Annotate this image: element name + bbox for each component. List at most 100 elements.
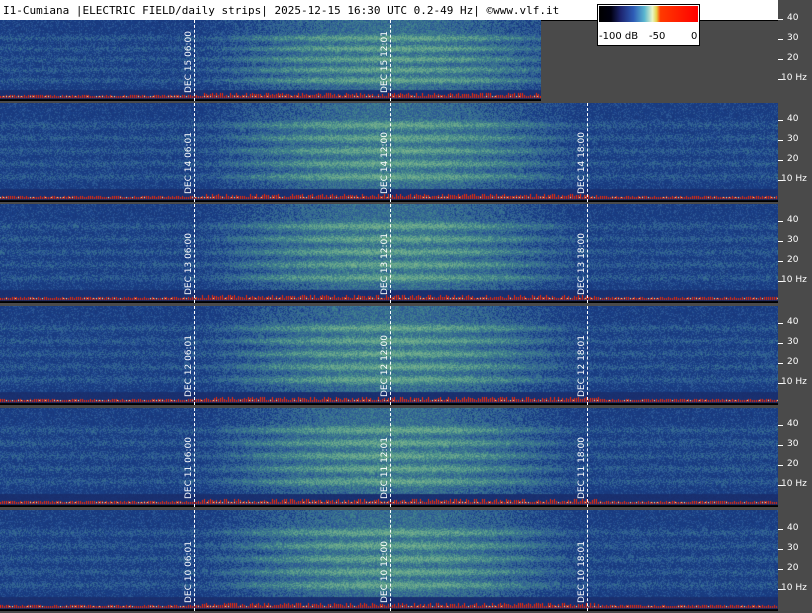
frequency-tick	[778, 383, 783, 384]
frequency-tick	[778, 221, 783, 222]
time-marker-line	[587, 306, 588, 405]
frequency-label: 10 Hz	[781, 174, 807, 184]
time-marker-line	[587, 408, 588, 507]
frequency-label: 30	[787, 337, 799, 347]
frequency-axis	[778, 0, 812, 101]
time-marker-label: DEC 12 18:01	[577, 334, 587, 397]
frequency-tick	[778, 79, 783, 80]
frequency-label: 20	[787, 154, 799, 164]
frequency-label: 20	[787, 563, 799, 573]
time-marker-line	[390, 20, 391, 101]
frequency-label: 40	[787, 523, 799, 533]
frequency-label: 20	[787, 53, 799, 63]
time-marker-line	[194, 103, 195, 202]
frequency-label: 40	[787, 317, 799, 327]
frequency-tick	[778, 180, 783, 181]
time-marker-label: DEC 13 06:00	[184, 232, 194, 295]
time-marker-label: DEC 11 12:01	[380, 436, 390, 499]
time-marker-label: DEC 10 06:01	[184, 540, 194, 603]
colorbar-label-mid: -50	[649, 31, 666, 42]
time-marker-label: DEC 14 06:01	[184, 131, 194, 194]
time-marker-label: DEC 12 12:00	[380, 334, 390, 397]
frequency-label: 20	[787, 255, 799, 265]
spectrogram-strip: DEC 14 06:01 DEC 14 12:00 DEC 14 18:00	[0, 103, 778, 202]
frequency-tick	[778, 19, 783, 20]
frequency-tick	[778, 140, 783, 141]
frequency-tick	[778, 120, 783, 121]
time-marker-line	[587, 103, 588, 202]
frequency-label: 40	[787, 13, 799, 23]
time-marker-line	[194, 408, 195, 507]
time-marker-label: DEC 12 06:01	[184, 334, 194, 397]
spectrogram-strip: DEC 11 06:00 DEC 11 12:01 DEC 11 18:00	[0, 408, 778, 507]
frequency-tick	[778, 59, 783, 60]
frequency-tick	[778, 465, 783, 466]
time-marker-label: DEC 15 06:00	[184, 30, 194, 93]
frequency-label: 30	[787, 33, 799, 43]
spectrogram-image	[0, 20, 541, 101]
page-title: I1-Cumiana |ELECTRIC FIELD/daily strips|…	[3, 4, 560, 17]
colorbar-legend: -100 dB -50 0	[597, 4, 700, 46]
frequency-label: 20	[787, 459, 799, 469]
colorbar-gradient	[599, 6, 698, 22]
frequency-tick	[778, 589, 783, 590]
frequency-axis	[778, 408, 812, 507]
spectrogram-image	[0, 510, 778, 611]
time-marker-line	[194, 20, 195, 101]
frequency-tick	[778, 39, 783, 40]
time-marker-line	[390, 408, 391, 507]
frequency-label: 10 Hz	[781, 479, 807, 489]
colorbar-label-max: 0	[691, 31, 698, 42]
spectrogram-image	[0, 103, 778, 202]
frequency-axis	[778, 306, 812, 405]
spectrogram-image	[0, 204, 778, 303]
time-marker-line	[587, 510, 588, 611]
time-marker-label: DEC 14 12:00	[380, 131, 390, 194]
frequency-tick	[778, 549, 783, 550]
time-marker-label: DEC 10 12:00	[380, 540, 390, 603]
spectrogram-strip: DEC 12 06:01 DEC 12 12:00 DEC 12 18:01	[0, 306, 778, 405]
time-marker-label: DEC 14 18:00	[577, 131, 587, 194]
frequency-axis	[778, 103, 812, 202]
spectrogram-strip: DEC 10 06:01 DEC 10 12:00 DEC 10 18:01	[0, 510, 778, 611]
frequency-label: 40	[787, 215, 799, 225]
time-marker-line	[194, 510, 195, 611]
frequency-label: 20	[787, 357, 799, 367]
frequency-label: 40	[787, 114, 799, 124]
time-marker-line	[194, 204, 195, 303]
frequency-label: 30	[787, 439, 799, 449]
frequency-label: 10 Hz	[781, 275, 807, 285]
frequency-tick	[778, 485, 783, 486]
frequency-label: 30	[787, 235, 799, 245]
frequency-tick	[778, 160, 783, 161]
spectrogram-image	[0, 306, 778, 405]
time-marker-line	[194, 306, 195, 405]
time-marker-label: DEC 13 18:00	[577, 232, 587, 295]
frequency-tick	[778, 529, 783, 530]
frequency-tick	[778, 569, 783, 570]
frequency-label: 10 Hz	[781, 377, 807, 387]
time-marker-line	[390, 103, 391, 202]
frequency-tick	[778, 363, 783, 364]
frequency-tick	[778, 445, 783, 446]
time-marker-line	[587, 204, 588, 303]
spectrogram-strip: DEC 15 06:00 DEC 15 12:01	[0, 20, 541, 101]
frequency-label: 30	[787, 543, 799, 553]
spectrogram-image	[0, 408, 778, 507]
time-marker-label: DEC 11 06:00	[184, 436, 194, 499]
time-marker-label: DEC 11 18:00	[577, 436, 587, 499]
frequency-tick	[778, 343, 783, 344]
time-marker-line	[390, 204, 391, 303]
frequency-tick	[778, 261, 783, 262]
frequency-axis	[778, 204, 812, 303]
frequency-tick	[778, 281, 783, 282]
frequency-label: 30	[787, 134, 799, 144]
frequency-tick	[778, 241, 783, 242]
frequency-label: 40	[787, 419, 799, 429]
time-marker-label: DEC 10 18:01	[577, 540, 587, 603]
frequency-label: 10 Hz	[781, 583, 807, 593]
time-marker-label: DEC 13 12:01	[380, 232, 390, 295]
time-marker-label: DEC 15 12:01	[380, 30, 390, 93]
frequency-axis	[778, 510, 812, 611]
frequency-tick	[778, 425, 783, 426]
